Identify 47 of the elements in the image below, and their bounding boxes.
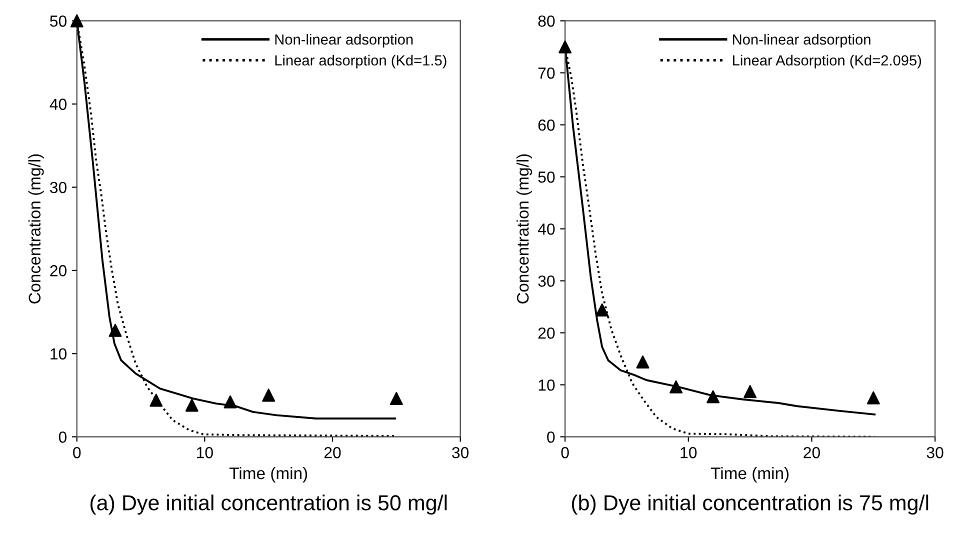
y-tick-label: 30 [50,182,67,194]
y-axis-title: Concentration (mg/l) [516,154,532,304]
y-tick-label: 40 [50,98,67,110]
point [70,14,84,28]
text: (b) Dye initial concentration is 75 mg/l [572,494,928,515]
y-tick-label: 20 [538,327,555,339]
y-tick-label: 80 [538,15,555,27]
point [224,395,237,408]
point [150,394,163,407]
x-tick-label: 0 [73,446,81,458]
point [108,324,122,337]
x-tick-label: 10 [197,446,213,458]
text: (a) Dye initial concentration is 50 mg/l [90,494,447,515]
legend-label: Linear Adsorption (Kd=2.095) [733,54,922,68]
legend-label: Non-linear adsorption [275,34,413,48]
x-axis-title: Time (min) [229,466,308,483]
legend-label: Non-linear adsorption [733,34,870,48]
y-tick-label: 60 [538,119,555,131]
y-tick-label: 50 [50,15,67,27]
point [744,385,757,398]
x-tick-label: 10 [680,446,697,458]
point [596,303,609,316]
y-axis-title: Concentration (mg/l) [28,154,44,304]
point [558,40,572,54]
point [670,380,683,394]
x-tick-label: 20 [804,446,820,458]
point [185,398,198,412]
y-tick-label: 50 [538,171,555,183]
point [636,355,650,368]
x-tick-label: 20 [324,446,341,458]
x-axis-title: Time (min) [710,466,789,483]
y-tick-label: 40 [538,223,555,235]
y-tick-label: 10 [50,348,67,360]
y-tick-label: 70 [538,67,555,79]
point [262,388,276,402]
point [706,390,720,404]
point [390,392,403,406]
y-tick-label: 10 [538,379,555,391]
point [866,391,880,404]
x-tick-label: 30 [452,446,469,458]
y-tick-label: 30 [538,275,555,287]
x-tick-label: 30 [926,446,944,458]
y-tick-label: 0 [58,431,67,443]
y-tick-label: 0 [547,431,555,443]
x-tick-label: 0 [561,446,569,458]
y-tick-label: 20 [50,265,67,276]
legend-label: Linear adsorption (Kd=1.5) [275,54,446,68]
